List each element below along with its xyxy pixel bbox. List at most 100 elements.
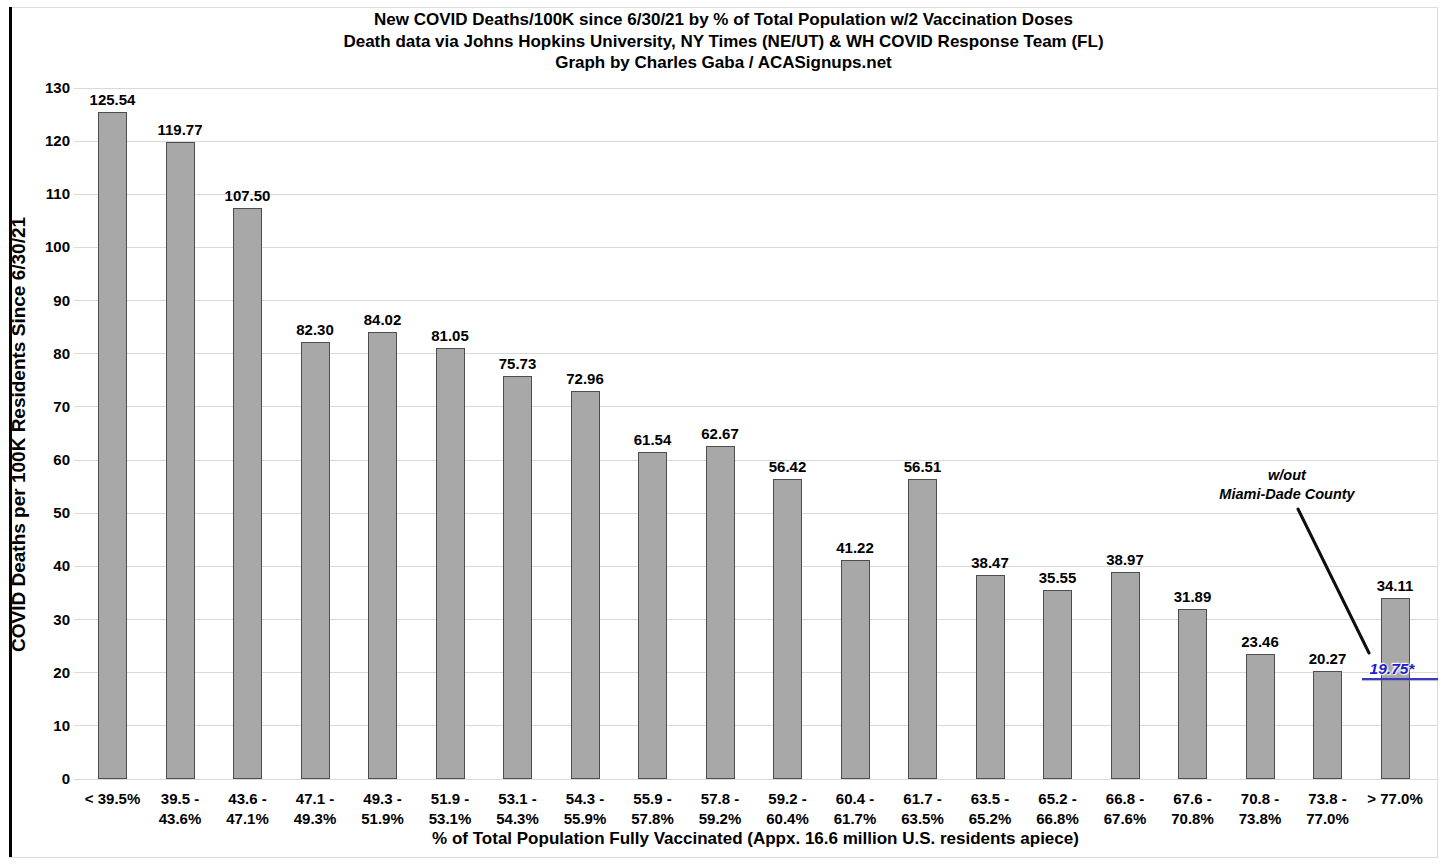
bar-value-label: 62.67: [678, 425, 762, 442]
y-gridline: [74, 725, 1437, 726]
y-gridline: [74, 779, 1437, 780]
x-tick-label-line: 54.3 -: [549, 789, 621, 809]
x-tick-label: 60.4 -61.7%: [819, 789, 891, 828]
y-tick-label: 130: [18, 79, 70, 97]
y-gridline: [74, 619, 1437, 620]
y-tick-label: 50: [18, 504, 70, 522]
bar: [368, 332, 397, 779]
bar-value-label: 119.77: [138, 121, 222, 138]
y-tick-label: 110: [18, 185, 70, 203]
x-tick-label-line: 57.8%: [617, 809, 689, 829]
x-tick-label: 61.7 -63.5%: [887, 789, 959, 828]
y-tick-label: 100: [18, 238, 70, 256]
chart-title-line-3: Graph by Charles Gaba / ACASignups.net: [10, 52, 1437, 74]
bar: [503, 376, 532, 779]
y-gridline: [74, 566, 1437, 567]
y-tick-label: 20: [18, 664, 70, 682]
bar-value-label: 84.02: [341, 311, 425, 328]
bar-value-label: 31.89: [1151, 588, 1235, 605]
bar-value-label: 81.05: [408, 327, 492, 344]
bar: [1313, 671, 1342, 779]
x-tick-label: 57.8 -59.2%: [684, 789, 756, 828]
x-tick-label: 49.3 -51.9%: [347, 789, 419, 828]
x-tick-label-line: < 39.5%: [77, 789, 149, 809]
bar: [1043, 590, 1072, 779]
x-tick-label-line: 51.9 -: [414, 789, 486, 809]
x-tick-label-line: 77.0%: [1292, 809, 1364, 829]
bar-value-label: 56.51: [881, 458, 965, 475]
x-tick-label-line: 47.1 -: [279, 789, 351, 809]
y-tick-label: 120: [18, 132, 70, 150]
chart-title-block: New COVID Deaths/100K since 6/30/21 by %…: [10, 9, 1437, 74]
x-tick-label-line: 66.8 -: [1089, 789, 1161, 809]
bar: [1381, 598, 1410, 779]
x-tick-label: 73.8 -77.0%: [1292, 789, 1364, 828]
bar: [571, 391, 600, 779]
x-tick-label-line: 61.7%: [819, 809, 891, 829]
y-gridline: [74, 353, 1437, 354]
bar: [1246, 654, 1275, 779]
x-tick-label: 53.1 -54.3%: [482, 789, 554, 828]
y-tick-label: 90: [18, 292, 70, 310]
bar-value-label: 38.47: [948, 554, 1032, 571]
bar: [1178, 609, 1207, 779]
x-tick-label-line: 59.2 -: [752, 789, 824, 809]
bar: [98, 112, 127, 779]
x-tick-label: 66.8 -67.6%: [1089, 789, 1161, 828]
annotation-line-1: w/out: [1197, 466, 1377, 485]
x-tick-label-line: 55.9%: [549, 809, 621, 829]
y-tick-label: 80: [18, 345, 70, 363]
x-tick-label-line: 53.1 -: [482, 789, 554, 809]
chart-title-line-2: Death data via Johns Hopkins University,…: [10, 31, 1437, 53]
x-tick-label-line: 73.8 -: [1292, 789, 1364, 809]
bar: [773, 479, 802, 779]
x-tick-label-line: 43.6 -: [212, 789, 284, 809]
bar: [166, 142, 195, 779]
annotation-without-miami-dade: w/out Miami-Dade County: [1197, 466, 1377, 503]
x-tick-label-line: 66.8%: [1022, 809, 1094, 829]
x-tick-label-line: 63.5%: [887, 809, 959, 829]
x-tick-label-line: 60.4%: [752, 809, 824, 829]
bar-value-label: 38.97: [1083, 551, 1167, 568]
y-gridline: [74, 88, 1437, 89]
y-gridline: [74, 672, 1437, 673]
x-tick-label: 55.9 -57.8%: [617, 789, 689, 828]
y-tick-label: 0: [18, 770, 70, 788]
x-tick-label: 43.6 -47.1%: [212, 789, 284, 828]
x-tick-label-line: 60.4 -: [819, 789, 891, 809]
bar: [841, 560, 870, 779]
x-tick-label: < 39.5%: [77, 789, 149, 809]
x-tick-label-line: 59.2%: [684, 809, 756, 829]
x-tick-label-line: 61.7 -: [887, 789, 959, 809]
x-tick-label: 54.3 -55.9%: [549, 789, 621, 828]
x-tick-label: 65.2 -66.8%: [1022, 789, 1094, 828]
bar-value-label: 35.55: [1016, 569, 1100, 586]
x-tick-label-line: 73.8%: [1224, 809, 1296, 829]
x-tick-label-line: 49.3%: [279, 809, 351, 829]
x-tick-label: 47.1 -49.3%: [279, 789, 351, 828]
x-tick-label: 39.5 -43.6%: [144, 789, 216, 828]
x-tick-label-line: 67.6 -: [1157, 789, 1229, 809]
bar-value-label: 34.11: [1353, 577, 1437, 594]
covid-deaths-bar-chart: New COVID Deaths/100K since 6/30/21 by %…: [0, 0, 1441, 865]
x-tick-label-line: 53.1%: [414, 809, 486, 829]
y-gridline: [74, 300, 1437, 301]
bar-value-label: 125.54: [71, 91, 155, 108]
x-tick-label: 67.6 -70.8%: [1157, 789, 1229, 828]
x-tick-label-line: > 77.0%: [1359, 789, 1431, 809]
y-gridline: [74, 247, 1437, 248]
y-tick-label: 60: [18, 451, 70, 469]
bar-value-label: 107.50: [206, 187, 290, 204]
x-tick-label-line: 49.3 -: [347, 789, 419, 809]
bar: [706, 446, 735, 779]
x-tick-label-line: 39.5 -: [144, 789, 216, 809]
x-tick-label-line: 54.3%: [482, 809, 554, 829]
bar: [436, 348, 465, 779]
bar: [638, 452, 667, 779]
y-gridline: [74, 406, 1437, 407]
chart-title-line-1: New COVID Deaths/100K since 6/30/21 by %…: [10, 9, 1437, 31]
x-tick-label: 59.2 -60.4%: [752, 789, 824, 828]
x-tick-label: 63.5 -65.2%: [954, 789, 1026, 828]
bar: [976, 575, 1005, 779]
x-tick-label-line: 51.9%: [347, 809, 419, 829]
